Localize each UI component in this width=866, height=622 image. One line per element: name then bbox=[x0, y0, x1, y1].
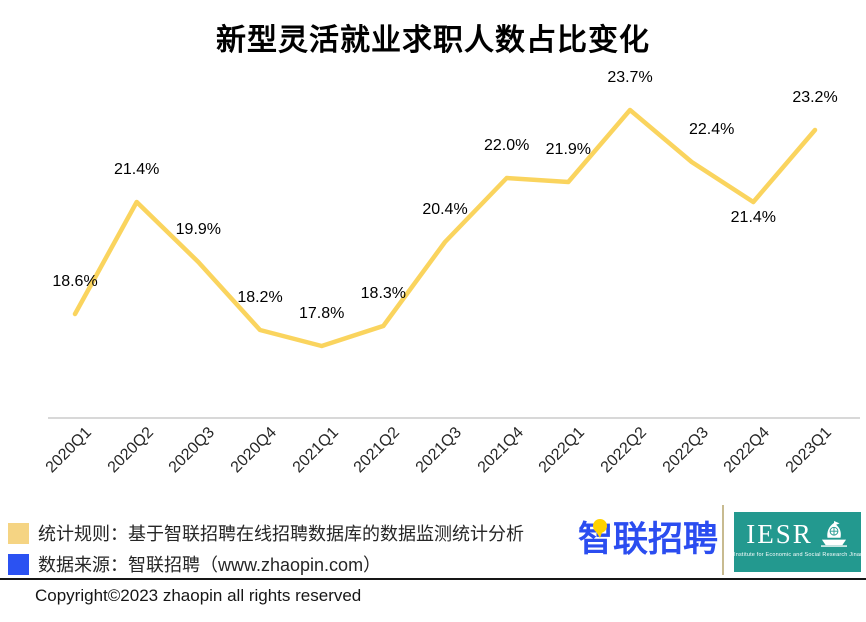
legend-source-text: 数据来源：智联招聘（www.zhaopin.com） bbox=[38, 555, 382, 575]
data-point-label: 17.8% bbox=[298, 305, 345, 322]
data-point-label: 19.9% bbox=[175, 221, 222, 238]
legend-swatch-yellow bbox=[8, 522, 29, 544]
iesr-logo-top: IESR bbox=[734, 519, 861, 549]
data-point-label: 21.4% bbox=[730, 209, 777, 226]
x-tick-label: 2022Q3 bbox=[659, 424, 712, 477]
iesr-acronym: IESR bbox=[746, 519, 813, 549]
data-point-label: 22.4% bbox=[688, 121, 735, 138]
x-tick-label: 2021Q2 bbox=[351, 424, 404, 477]
footer-divider-line bbox=[0, 578, 866, 580]
chart-title: 新型灵活就业求职人数占比变化 bbox=[216, 24, 650, 57]
x-tick-label: 2020Q1 bbox=[42, 424, 96, 477]
x-tick-label: 2022Q1 bbox=[536, 424, 589, 477]
x-tick-label: 2020Q4 bbox=[227, 424, 281, 477]
x-tick-label: 2021Q1 bbox=[289, 424, 342, 477]
data-point-label: 21.9% bbox=[545, 141, 592, 158]
x-tick-label: 2021Q4 bbox=[474, 424, 527, 477]
zhaopin-logo: 智联招聘 bbox=[578, 519, 718, 559]
x-tick-label: 2022Q4 bbox=[721, 424, 774, 477]
x-tick-label: 2020Q2 bbox=[104, 424, 157, 477]
data-point-label: 18.6% bbox=[52, 273, 98, 290]
legend-row-rule: 统计规则：基于智联招聘在线招聘数据库的数据监测统计分析 bbox=[8, 520, 524, 546]
legend-swatch-blue bbox=[8, 553, 29, 575]
copyright-text: Copyright©2023 zhaopin all rights reserv… bbox=[35, 586, 362, 605]
x-tick-label: 2021Q3 bbox=[412, 424, 466, 477]
data-point-label: 22.0% bbox=[483, 137, 530, 154]
data-point-label: 20.4% bbox=[422, 201, 468, 218]
x-tick-label: 2023Q1 bbox=[782, 424, 836, 477]
x-axis-line bbox=[48, 417, 860, 419]
location-pin-icon bbox=[593, 519, 607, 538]
x-tick-label: 2022Q2 bbox=[597, 424, 651, 477]
legend-rule-text: 统计规则：基于智联招聘在线招聘数据库的数据监测统计分析 bbox=[38, 524, 524, 544]
iesr-subtitle: Institute for Economic and Social Resear… bbox=[734, 552, 861, 558]
data-point-label: 18.2% bbox=[237, 289, 283, 306]
data-point-label: 23.2% bbox=[792, 89, 838, 106]
ship-icon bbox=[820, 521, 847, 547]
data-point-label: 18.3% bbox=[360, 285, 407, 302]
iesr-logo: IESR Institute for Economic and Social R… bbox=[734, 512, 861, 572]
x-tick-label: 2020Q3 bbox=[166, 424, 219, 477]
legend-row-source: 数据来源：智联招聘（www.zhaopin.com） bbox=[8, 551, 381, 577]
brand-divider bbox=[722, 505, 724, 575]
data-point-label: 21.4% bbox=[113, 161, 160, 178]
data-point-label: 23.7% bbox=[607, 69, 653, 86]
